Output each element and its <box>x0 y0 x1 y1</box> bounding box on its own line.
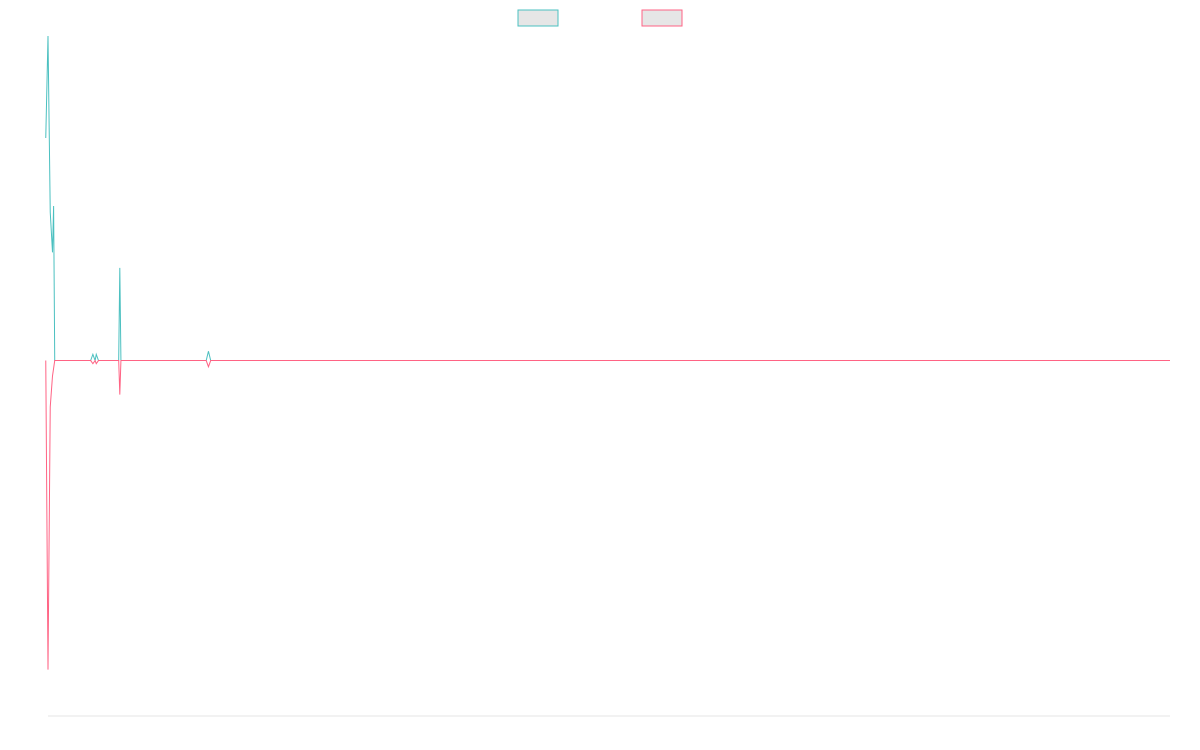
series-line-2 <box>45 359 1170 670</box>
chart-legend <box>517 9 683 27</box>
legend-swatch-1[interactable] <box>517 9 559 27</box>
series-line-1 <box>45 35 1170 363</box>
series-layer <box>45 35 1170 670</box>
legend-swatch-2[interactable] <box>641 9 683 27</box>
